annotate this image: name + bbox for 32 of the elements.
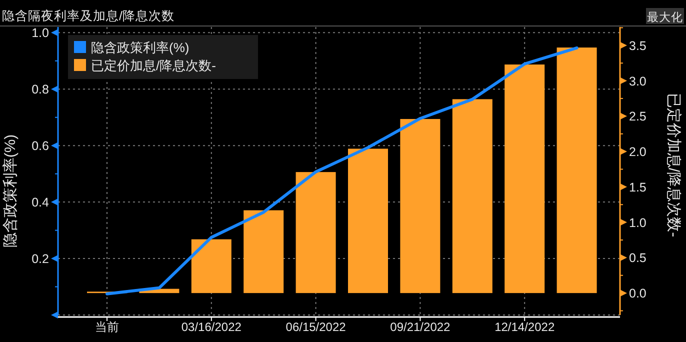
bar [348, 148, 388, 294]
y-tick-label: 0.2 [32, 252, 50, 266]
x-tick-label: 03/16/2022 [181, 320, 242, 334]
legend-label: 已定价加息/降息次数- [91, 58, 216, 73]
bar [504, 64, 545, 294]
x-tick-label: 09/21/2022 [390, 320, 451, 334]
x-tick-label: 当前 [95, 320, 119, 334]
y2-tick-label: 0.0 [629, 286, 646, 301]
x-tick-label: 12/14/2022 [494, 320, 555, 334]
y2-tick-label: 3.5 [629, 38, 646, 53]
y2-axis-title: 已定价加息/降息次数- [665, 92, 682, 238]
y-tick-label: 1.0 [32, 26, 50, 40]
y2-tick-label: 2.5 [629, 110, 646, 124]
bar [556, 48, 597, 294]
y-tick-label: 0.6 [32, 139, 50, 154]
legend-label: 隐含政策利率(%) [91, 40, 190, 55]
y2-tick-label: 0.5 [629, 251, 646, 266]
y-tick-label: 0.4 [32, 196, 50, 210]
bar [296, 172, 336, 294]
bar [452, 99, 492, 294]
bar [244, 210, 284, 294]
y-tick-label: 0.8 [32, 82, 50, 97]
y2-tick-label: 1.0 [629, 216, 646, 230]
y-axis-title: 隐含政策利率(%) [2, 134, 19, 248]
bar [400, 118, 440, 294]
y2-tick-label: 1.5 [629, 180, 646, 194]
y2-tick-label: 3.0 [629, 74, 646, 88]
y2-tick-label: 2.0 [629, 145, 646, 160]
bar [191, 239, 232, 294]
chart-title: 隐含隔夜利率及加息/降息次数 [2, 8, 174, 23]
x-tick-label: 06/15/2022 [286, 320, 346, 334]
text: 最大化 [647, 11, 683, 24]
